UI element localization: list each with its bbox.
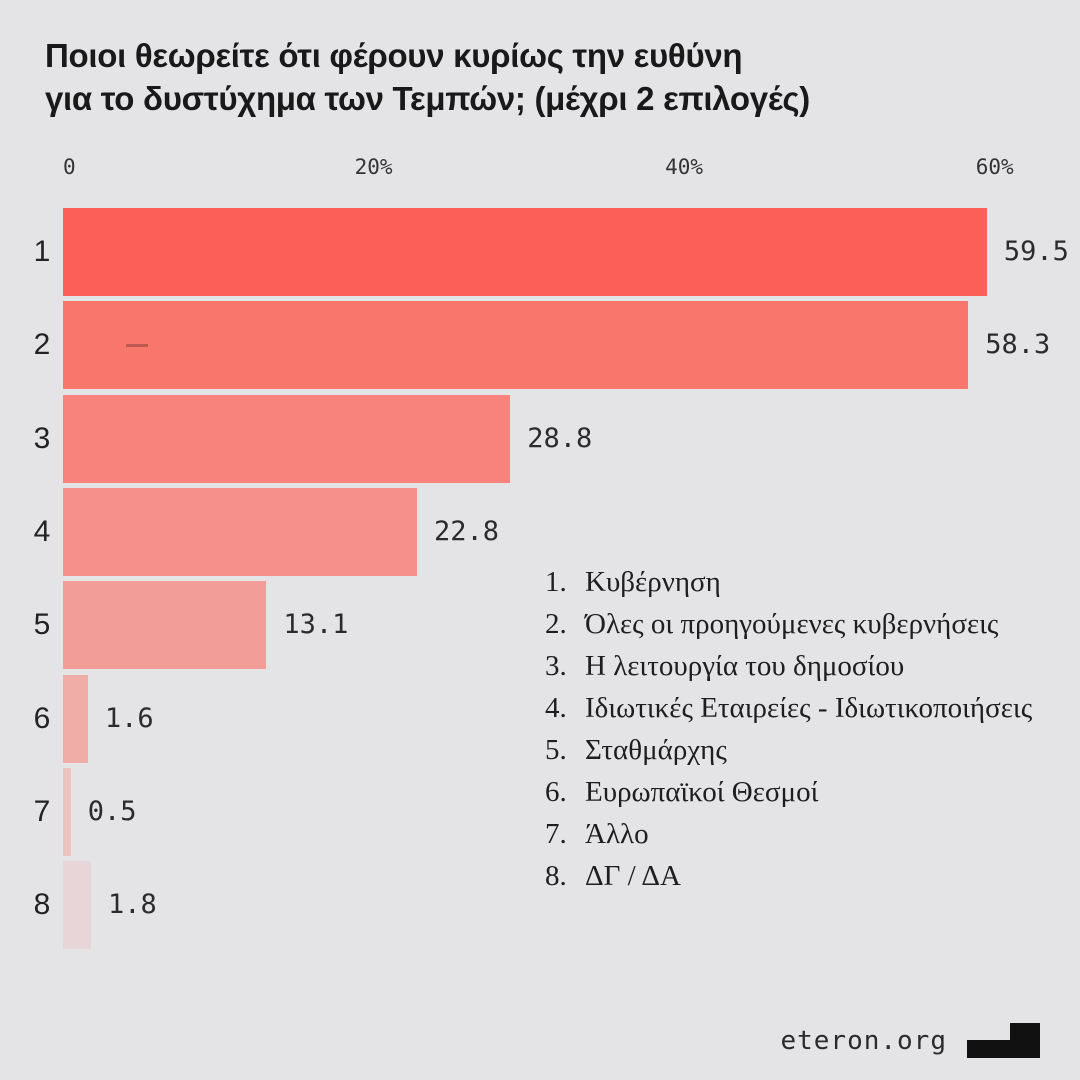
- legend-item-label: Ευρωπαϊκοί Θεσμοί: [585, 776, 819, 808]
- bar-row: 8 1.8: [0, 861, 1080, 950]
- bar-row: 4 22.8: [0, 487, 1080, 576]
- legend-item: 2. Όλες οι προηγούμενες κυβερνήσεις: [545, 603, 1032, 645]
- legend-item-label: Άλλο: [585, 818, 649, 850]
- legend-item-number: 7.: [545, 818, 567, 850]
- eteron-logo-icon: [967, 1023, 1040, 1063]
- y-category-label: 4: [33, 514, 51, 548]
- legend-item: 5. Σταθμάρχης: [545, 729, 1032, 771]
- bar-row: 5 13.1: [0, 581, 1080, 670]
- legend-item-label: Σταθμάρχης: [585, 734, 727, 766]
- legend-item-label: Όλες οι προηγούμενες κυβερνήσεις: [585, 608, 999, 640]
- footer: eteron.org: [0, 1008, 1080, 1068]
- x-tick-label: 20%: [354, 155, 393, 179]
- legend-item-number: 2.: [545, 608, 567, 640]
- x-tick-label: 40%: [665, 155, 704, 179]
- bar-2: [63, 301, 969, 390]
- legend-item-number: 3.: [545, 650, 567, 682]
- bar-7: [63, 767, 71, 856]
- bar-8: [63, 861, 91, 950]
- bar-row: 6 1.6: [0, 674, 1080, 763]
- legend-item-number: 6.: [545, 776, 567, 808]
- bar-row: 1 59.5: [0, 208, 1080, 296]
- bar-value-label: 0.5: [87, 795, 137, 827]
- legend-item-number: 5.: [545, 734, 567, 766]
- bar-value-label: 22.8: [434, 515, 500, 547]
- bar-value-label: 1.8: [107, 889, 157, 921]
- bar-value-label: 59.5: [1003, 236, 1069, 267]
- y-category-label: 2: [33, 328, 51, 362]
- y-category-label: 7: [33, 794, 51, 828]
- y-category-label: 6: [33, 701, 51, 735]
- y-category-label: 5: [33, 608, 51, 642]
- bar-3: [63, 394, 511, 483]
- bar-4: [63, 487, 418, 576]
- chart-title: Ποιοι θεωρείτε ότι φέρουν κυρίως την ευθ…: [45, 34, 1005, 120]
- axis-tick-mark: [126, 344, 148, 348]
- y-category-label: 3: [33, 421, 51, 455]
- bar-6: [63, 674, 88, 763]
- bar-row: 3 28.8: [0, 394, 1080, 483]
- legend-item-label: Κυβέρνηση: [585, 566, 721, 598]
- legend-item: 4. Ιδιωτικές Εταιρείες - Ιδιωτικοποιήσεις: [545, 687, 1032, 729]
- source-link: eteron.org: [780, 1026, 947, 1056]
- bar-row: 2 58.3: [0, 301, 1080, 390]
- bar-value-label: 1.6: [104, 702, 154, 734]
- legend-item-number: 1.: [545, 566, 567, 598]
- legend-item-label: ΔΓ / ΔΑ: [585, 860, 681, 892]
- x-tick-label: 60%: [975, 155, 1014, 179]
- legend-item-label: Ιδιωτικές Εταιρείες - Ιδιωτικοποιήσεις: [585, 692, 1033, 724]
- x-tick-label: 0: [63, 155, 76, 179]
- legend-item-number: 8.: [545, 860, 567, 892]
- x-axis: 0 20% 40% 60%: [0, 155, 1080, 181]
- y-category-label: 8: [33, 888, 51, 922]
- legend-item: 1. Κυβέρνηση: [545, 561, 1032, 603]
- bar-value-label: 13.1: [283, 609, 349, 641]
- legend-item: 7. Άλλο: [545, 813, 1032, 855]
- legend-item: 8. ΔΓ / ΔΑ: [545, 855, 1032, 897]
- y-category-label: 1: [33, 235, 51, 268]
- chart-title-line1: Ποιοι θεωρείτε ότι φέρουν κυρίως την ευθ…: [45, 37, 743, 74]
- chart-title-line2: για το δυστύχημα των Τεμπών; (μέχρι 2 επ…: [45, 80, 810, 117]
- bar-row: 7 0.5: [0, 767, 1080, 856]
- bar-1: [63, 208, 987, 296]
- legend-item: 3. Η λειτουργία του δημοσίου: [545, 645, 1032, 687]
- legend-item: 6. Ευρωπαϊκοί Θεσμοί: [545, 771, 1032, 813]
- bar-5: [63, 581, 267, 670]
- legend-item-number: 4.: [545, 692, 567, 724]
- bar-value-label: 28.8: [527, 422, 593, 454]
- bar-value-label: 58.3: [985, 329, 1051, 361]
- legend-item-label: Η λειτουργία του δημοσίου: [585, 650, 905, 682]
- legend: 1. Κυβέρνηση 2. Όλες οι προηγούμενες κυβερν…: [545, 561, 1032, 897]
